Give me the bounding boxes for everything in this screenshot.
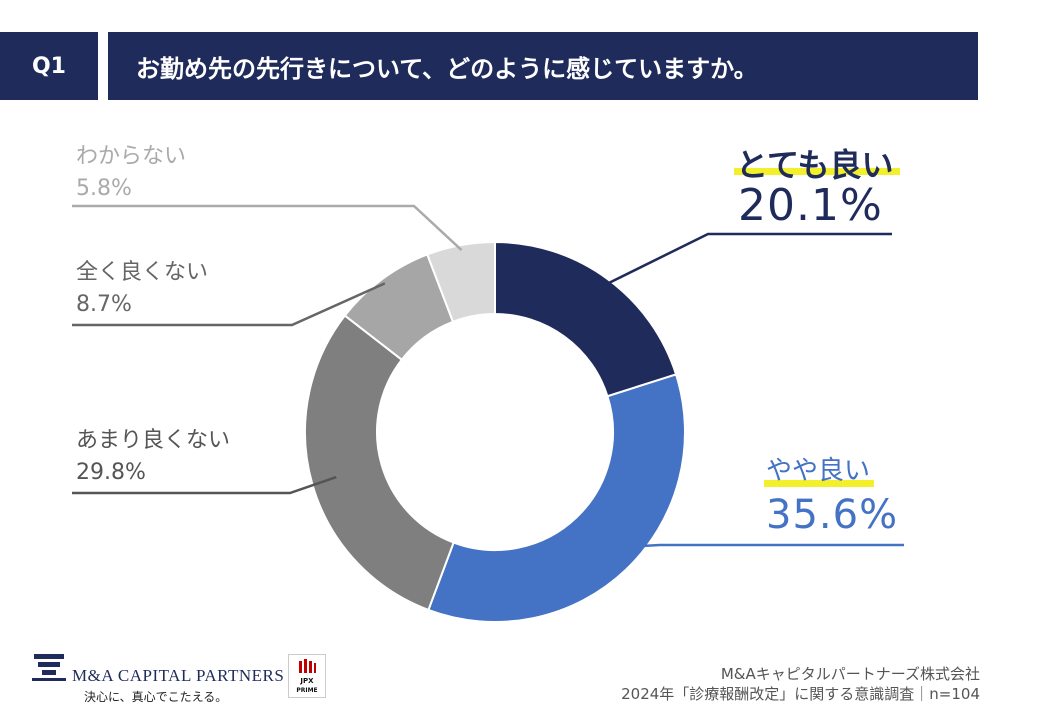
highlight-bar [764,480,874,487]
footer-company: M&Aキャピタルパートナーズ株式会社 [720,665,980,683]
slice-value-2: 29.8% [76,460,146,485]
slice-2 [304,314,455,612]
jpx-label: JPX [300,677,314,685]
slice-value-1: 35.6% [766,492,899,538]
leader-line-3 [72,282,386,327]
logo-mark-icon [32,654,66,681]
slice-label-1: やや良い [766,456,871,486]
jpx-mark-icon [299,659,316,673]
leader-line-2 [72,475,337,495]
highlight-bar [734,168,900,175]
slice-1 [427,373,686,623]
jpx-prime-badge: JPX PRIME [288,654,326,698]
footer-survey: 2024年「診療報酬改定」に関する意識調査｜n=104 [621,685,980,703]
slice-label-0: とても良い [736,146,894,184]
question-number: Q1 [0,32,98,100]
leader-line-0 [600,232,892,288]
logo-name: M&A CAPITAL PARTNERS [72,666,285,685]
footer: M&Aキャピタルパートナーズ株式会社 2024年「診療報酬改定」に関する意識調査… [621,664,980,704]
slice-label-3: 全く良くない [76,260,209,285]
logo-tagline: 決心に、真心でこたえる。 [84,690,228,704]
slice-value-4: 5.8% [76,176,132,201]
slice-value-0: 20.1% [738,180,883,231]
prime-label: PRIME [296,687,318,694]
slice-label-4: わからない [76,144,187,169]
leader-line-4 [72,204,463,251]
question-title: お勤め先の先行きについて、どのように感じていますか。 [108,32,978,100]
slice-4 [425,240,496,324]
slice-label-2: あまり良くない [76,428,231,453]
slice-0 [494,240,678,398]
slice-value-3: 8.7% [76,292,132,317]
leader-line-1 [605,543,904,550]
company-logo: M&A CAPITAL PARTNERS 決心に、真心でこたえる。 [32,650,284,704]
